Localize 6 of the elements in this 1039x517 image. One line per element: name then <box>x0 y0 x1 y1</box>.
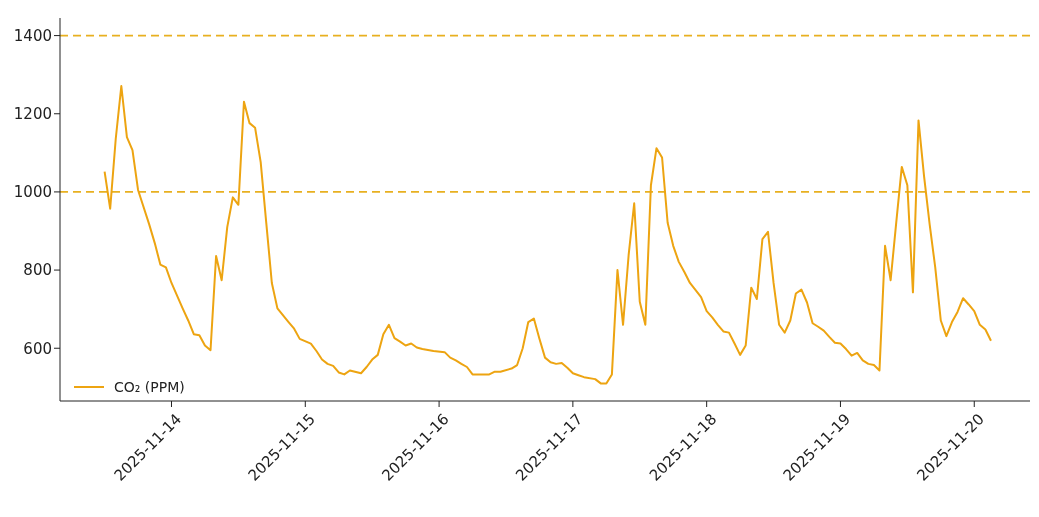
y-tick-label: 1000 <box>13 183 52 202</box>
y-tick-label: 1400 <box>13 26 52 45</box>
y-tick-label: 600 <box>23 339 52 358</box>
y-tick-label: 800 <box>23 261 52 280</box>
y-tick-label: 1200 <box>13 105 52 124</box>
legend-label: CO₂ (PPM) <box>114 379 185 395</box>
